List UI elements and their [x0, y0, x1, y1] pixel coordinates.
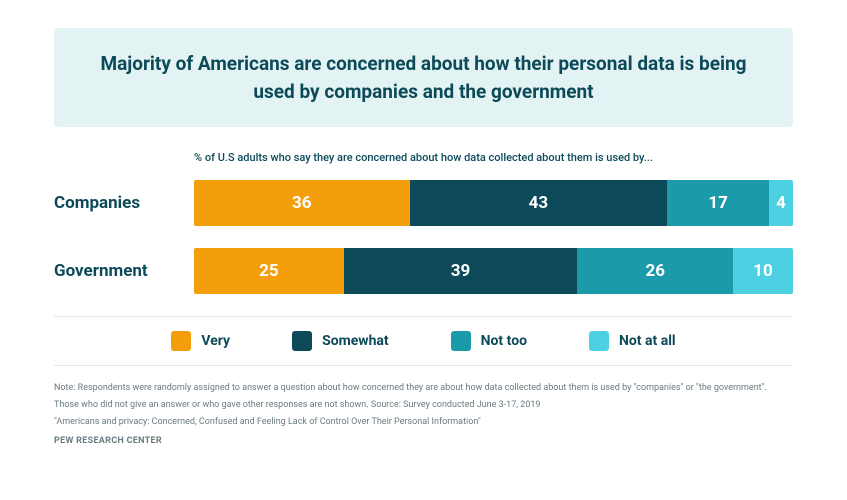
- legend-label: Very: [201, 333, 230, 349]
- bar-segment: 4: [769, 180, 793, 226]
- legend-label: Not at all: [619, 333, 676, 349]
- footnote-line: Those who did not give an answer or who …: [54, 397, 793, 414]
- legend-swatch: [451, 331, 471, 351]
- legend-item: Not at all: [589, 331, 676, 351]
- legend-label: Not too: [481, 333, 527, 349]
- footnote-source: PEW RESEARCH CENTER: [54, 433, 793, 450]
- legend-item: Not too: [451, 331, 527, 351]
- footnotes: Note: Respondents were randomly assigned…: [54, 380, 793, 450]
- divider: [54, 365, 793, 366]
- stacked-bar-chart: Companies3643174 Government25392610: [54, 180, 793, 294]
- legend: Very Somewhat Not too Not at all: [54, 331, 793, 351]
- footnote-line: "Americans and privacy: Concerned, Confu…: [54, 414, 793, 431]
- stacked-bar: 25392610: [194, 248, 793, 294]
- chart-subtitle: % of U.S adults who say they are concern…: [194, 151, 793, 164]
- bar-segment: 43: [410, 180, 668, 226]
- legend-swatch: [171, 331, 191, 351]
- bar-row-label: Companies: [54, 193, 194, 213]
- title-panel: Majority of Americans are concerned abou…: [54, 28, 793, 127]
- divider: [54, 316, 793, 317]
- legend-item: Very: [171, 331, 230, 351]
- chart-title: Majority of Americans are concerned abou…: [94, 50, 753, 105]
- legend-swatch: [589, 331, 609, 351]
- bar-segment: 17: [667, 180, 769, 226]
- bar-row-label: Government: [54, 261, 194, 281]
- bar-segment: 36: [194, 180, 410, 226]
- stacked-bar: 3643174: [194, 180, 793, 226]
- footnote-line: Note: Respondents were randomly assigned…: [54, 380, 793, 397]
- legend-label: Somewhat: [322, 333, 389, 349]
- bar-segment: 26: [577, 248, 733, 294]
- bar-segment: 10: [733, 248, 793, 294]
- bar-segment: 25: [194, 248, 344, 294]
- legend-item: Somewhat: [292, 331, 389, 351]
- bar-row: Government25392610: [54, 248, 793, 294]
- legend-swatch: [292, 331, 312, 351]
- bar-row: Companies3643174: [54, 180, 793, 226]
- bar-segment: 39: [344, 248, 578, 294]
